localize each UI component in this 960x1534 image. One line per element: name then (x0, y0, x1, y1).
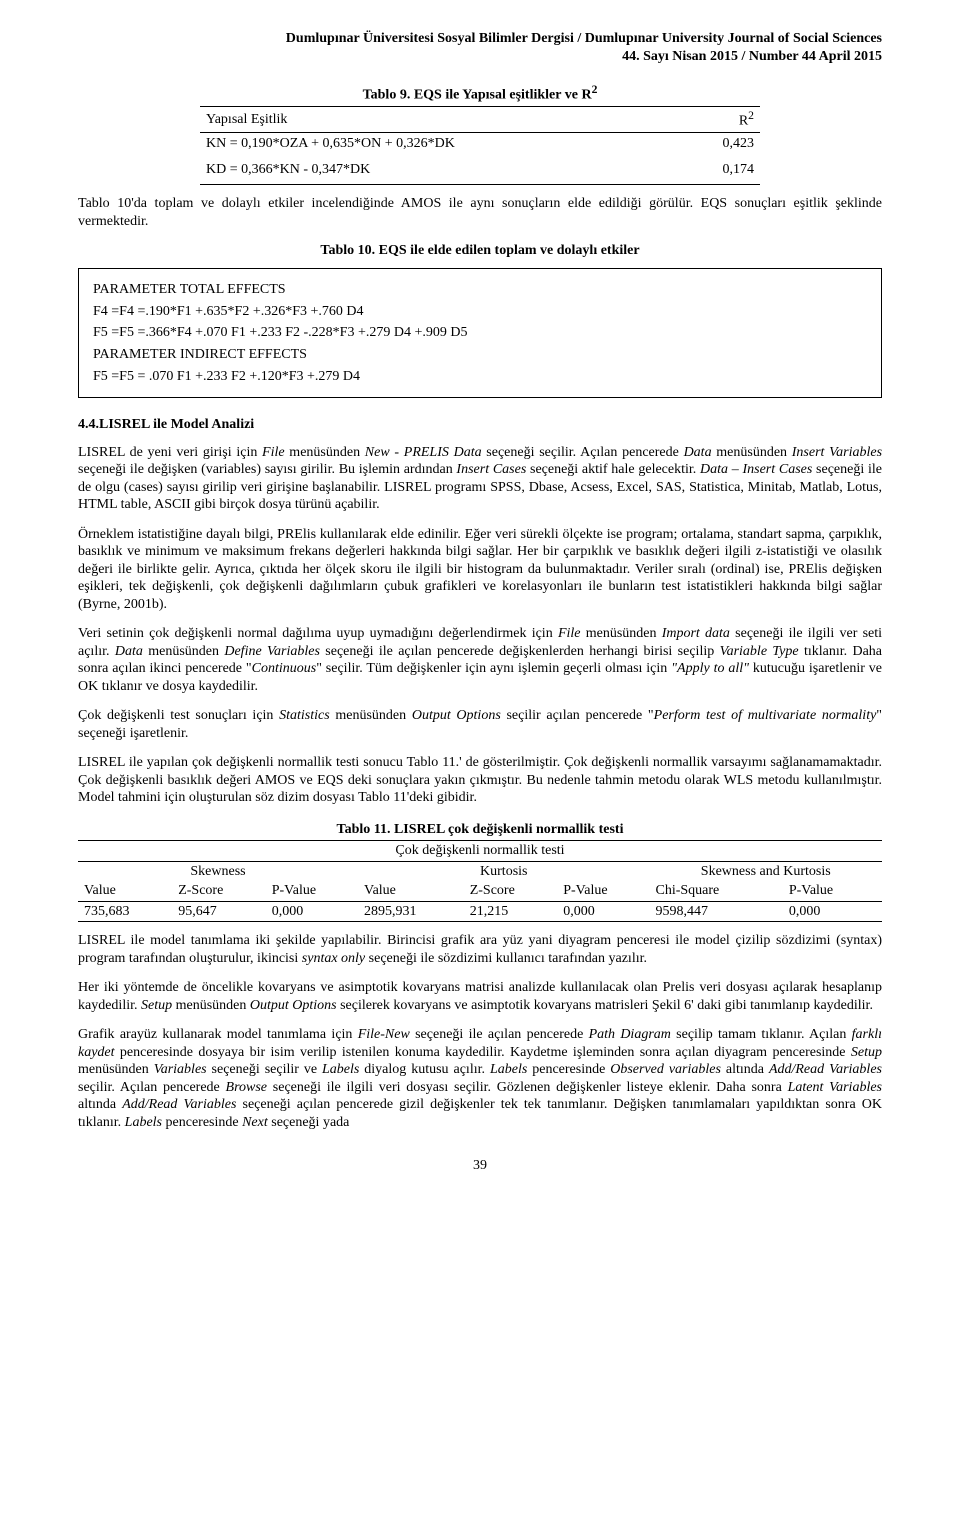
table-10-box: PARAMETER TOTAL EFFECTS F4 =F4 =.190*F1 … (78, 268, 882, 398)
page-number: 39 (78, 1157, 882, 1175)
after-t11-p2: Her iki yöntemde de öncelikle kovaryans … (78, 979, 882, 1014)
table-11-h-0: Value (78, 881, 172, 901)
table-11-c-3: 2895,931 (358, 901, 464, 922)
table-10-line-0: PARAMETER TOTAL EFFECTS (93, 279, 867, 301)
table-11-c-5: 0,000 (557, 901, 649, 922)
table-11-group-sk: Skewness and Kurtosis (650, 861, 883, 881)
after-t11-p1: LISREL ile model tanımlama iki şekilde y… (78, 932, 882, 967)
table-11-h-7: P-Value (783, 881, 882, 901)
table-11-group-skewness: Skewness (78, 861, 358, 881)
table-10-line-3: F5 =F5 =.366*F4 +.070 F1 +.233 F2 -.228*… (93, 322, 867, 344)
table-10-caption: Tablo 10. EQS ile elde edilen toplam ve … (78, 242, 882, 260)
table-9-caption: Tablo 9. EQS ile Yapısal eşitlikler ve R… (200, 83, 760, 104)
table-11-group-kurtosis: Kurtosis (358, 861, 649, 881)
table-11-c-1: 95,647 (172, 901, 266, 922)
table-11-subtitle: Çok değişkenli normallik testi (78, 841, 882, 862)
section-4-4-p2: Örneklem istatistiğine dayalı bilgi, PRE… (78, 526, 882, 614)
section-4-4-p1: LISREL de yeni veri girişi için File men… (78, 444, 882, 514)
table-11-h-4: Z-Score (464, 881, 558, 901)
table-11-h-6: Chi-Square (650, 881, 783, 901)
table-11-c-0: 735,683 (78, 901, 172, 922)
table-10-line-6: F5 =F5 = .070 F1 +.233 F2 +.120*F3 +.279… (93, 366, 867, 388)
section-4-4-p3: Veri setinin çok değişkenli normal dağıl… (78, 625, 882, 695)
table-10-line-1: F4 =F4 =.190*F1 +.635*F2 +.326*F3 +.760 … (93, 301, 867, 323)
table-10-line-5: PARAMETER INDIRECT EFFECTS (93, 344, 867, 366)
table-9-row1-r2: 0,423 (680, 133, 760, 155)
after-t11-p3: Grafik arayüz kullanarak model tanımlama… (78, 1026, 882, 1131)
section-4-4-p4: Çok değişkenli test sonuçları için Stati… (78, 707, 882, 742)
table-9-row2-eq: KD = 0,366*KN - 0,347*DK (200, 155, 680, 185)
section-4-4-p5: LISREL ile yapılan çok değişkenli normal… (78, 754, 882, 807)
table-11-caption: Tablo 11. LISREL çok değişkenli normalli… (78, 821, 882, 839)
table-9-col2-header: R2 (680, 107, 760, 133)
table-9-col1-header: Yapısal Eşitlik (200, 107, 680, 133)
section-4-4-heading: 4.4.LISREL ile Model Analizi (78, 416, 882, 434)
table-11-h-3: Value (358, 881, 464, 901)
table-11-c-4: 21,215 (464, 901, 558, 922)
table-11-h-1: Z-Score (172, 881, 266, 901)
journal-title-line2: 44. Sayı Nisan 2015 / Number 44 April 20… (78, 48, 882, 66)
table-9: Tablo 9. EQS ile Yapısal eşitlikler ve R… (200, 83, 760, 185)
table-11: Çok değişkenli normallik testi Skewness … (78, 840, 882, 922)
table-11-c-2: 0,000 (266, 901, 358, 922)
table-11-h-2: P-Value (266, 881, 358, 901)
journal-title-line1: Dumlupınar Üniversitesi Sosyal Bilimler … (78, 30, 882, 48)
para-after-table-9: Tablo 10'da toplam ve dolaylı etkiler in… (78, 195, 882, 230)
table-11-c-6: 9598,447 (650, 901, 783, 922)
table-9-row1-eq: KN = 0,190*OZA + 0,635*ON + 0,326*DK (200, 133, 680, 155)
table-11-c-7: 0,000 (783, 901, 882, 922)
table-11-h-5: P-Value (557, 881, 649, 901)
page: Dumlupınar Üniversitesi Sosyal Bilimler … (0, 0, 960, 1205)
table-9-row2-r2: 0,174 (680, 155, 760, 185)
journal-header: Dumlupınar Üniversitesi Sosyal Bilimler … (78, 30, 882, 65)
